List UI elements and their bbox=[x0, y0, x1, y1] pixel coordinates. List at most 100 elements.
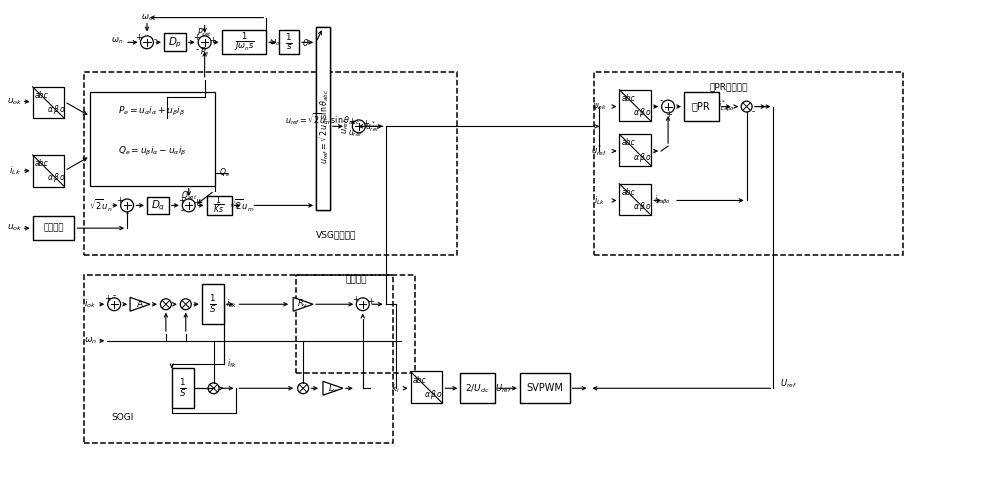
Text: $Q_{set}$: $Q_{set}$ bbox=[181, 189, 197, 202]
Text: +: + bbox=[352, 295, 359, 304]
Text: +: + bbox=[193, 198, 200, 207]
FancyBboxPatch shape bbox=[90, 92, 215, 186]
Text: -: - bbox=[125, 209, 129, 218]
Text: $i_{ek}$: $i_{ek}$ bbox=[226, 298, 237, 311]
Text: $\theta$: $\theta$ bbox=[302, 37, 310, 48]
Text: $P_e$: $P_e$ bbox=[200, 46, 209, 59]
Text: $\frac{1}{Ks}$: $\frac{1}{Ks}$ bbox=[213, 195, 225, 216]
FancyBboxPatch shape bbox=[33, 216, 74, 240]
Text: $i^*_{La\beta o}$: $i^*_{La\beta o}$ bbox=[718, 99, 735, 114]
Text: -: - bbox=[659, 96, 663, 105]
FancyBboxPatch shape bbox=[684, 92, 719, 121]
Text: +: + bbox=[209, 36, 216, 45]
Text: $D_p$: $D_p$ bbox=[168, 35, 182, 49]
Text: +: + bbox=[136, 33, 142, 42]
Text: $\alpha\,\beta\,o$: $\alpha\,\beta\,o$ bbox=[633, 200, 652, 213]
Text: $\alpha\,\beta\,o$: $\alpha\,\beta\,o$ bbox=[424, 388, 443, 401]
Text: abc: abc bbox=[35, 91, 48, 100]
FancyBboxPatch shape bbox=[619, 184, 651, 216]
Text: $U_{ref}$: $U_{ref}$ bbox=[495, 382, 511, 395]
FancyBboxPatch shape bbox=[172, 369, 194, 408]
Text: $2/U_{dc}$: $2/U_{dc}$ bbox=[465, 382, 490, 395]
Text: -: - bbox=[195, 45, 198, 54]
Text: $i_{ok}$: $i_{ok}$ bbox=[84, 298, 96, 311]
Text: $L_v$: $L_v$ bbox=[328, 382, 338, 395]
Text: $D_q$: $D_q$ bbox=[151, 198, 165, 213]
Text: 幅值计算: 幅值计算 bbox=[43, 224, 64, 233]
Text: abc: abc bbox=[621, 188, 635, 197]
Text: -: - bbox=[153, 35, 156, 44]
FancyBboxPatch shape bbox=[619, 134, 651, 166]
Text: +: + bbox=[178, 196, 185, 205]
Text: $u^*_{ref}$: $u^*_{ref}$ bbox=[591, 144, 608, 158]
FancyBboxPatch shape bbox=[316, 27, 330, 210]
Text: $U_{ref}$: $U_{ref}$ bbox=[780, 377, 797, 390]
Text: $\omega_n$: $\omega_n$ bbox=[84, 336, 97, 346]
Text: +: + bbox=[193, 33, 200, 42]
Text: +: + bbox=[348, 117, 355, 126]
Text: $\frac{1}{S}$: $\frac{1}{S}$ bbox=[209, 293, 216, 315]
Text: abc: abc bbox=[413, 375, 426, 384]
FancyBboxPatch shape bbox=[33, 155, 64, 187]
Text: 虚拟阻抗: 虚拟阻抗 bbox=[345, 275, 367, 284]
FancyBboxPatch shape bbox=[279, 30, 299, 54]
FancyBboxPatch shape bbox=[411, 372, 442, 403]
Text: +: + bbox=[666, 110, 672, 119]
Text: $u_{ref}=\sqrt{2}u_m\sin\theta_{abc}$: $u_{ref}=\sqrt{2}u_m\sin\theta_{abc}$ bbox=[315, 89, 331, 164]
Text: $i_{La\beta o}$: $i_{La\beta o}$ bbox=[654, 194, 671, 207]
Text: 准PR: 准PR bbox=[692, 102, 711, 111]
Text: abc: abc bbox=[621, 138, 635, 147]
Text: $\psi_{ok}$: $\psi_{ok}$ bbox=[592, 101, 607, 112]
Text: $\omega_o$: $\omega_o$ bbox=[269, 37, 280, 48]
Text: $\omega_o$: $\omega_o$ bbox=[141, 12, 153, 23]
Text: $u_{ok}$: $u_{ok}$ bbox=[7, 223, 22, 233]
FancyBboxPatch shape bbox=[619, 90, 651, 121]
Polygon shape bbox=[130, 297, 150, 311]
Text: -: - bbox=[180, 206, 183, 215]
Text: $\alpha\,\beta\,o$: $\alpha\,\beta\,o$ bbox=[633, 151, 652, 164]
Text: +: + bbox=[104, 294, 111, 303]
Text: $i_{Lk}$: $i_{Lk}$ bbox=[9, 165, 21, 177]
Text: $P_{set}$: $P_{set}$ bbox=[197, 26, 212, 39]
FancyBboxPatch shape bbox=[147, 196, 169, 214]
Text: $\sqrt{2}u_n$: $\sqrt{2}u_n$ bbox=[89, 197, 112, 214]
Text: $u_{ref}=\sqrt{2}u_m\sin\theta_{abc}$: $u_{ref}=\sqrt{2}u_m\sin\theta_{abc}$ bbox=[285, 111, 361, 127]
FancyBboxPatch shape bbox=[164, 34, 186, 51]
Text: VSG控制算法: VSG控制算法 bbox=[316, 230, 356, 240]
Text: $u_{ok}$: $u_{ok}$ bbox=[7, 96, 22, 107]
Text: +: + bbox=[367, 297, 374, 306]
Text: A: A bbox=[137, 300, 143, 309]
Text: $u_{ref}$: $u_{ref}$ bbox=[348, 129, 363, 140]
Text: $u_{ref}$: $u_{ref}$ bbox=[341, 118, 351, 134]
Text: 准PR双环控制: 准PR双环控制 bbox=[709, 82, 748, 91]
Text: SOGI: SOGI bbox=[111, 413, 133, 422]
Text: SVPWM: SVPWM bbox=[526, 383, 563, 393]
FancyBboxPatch shape bbox=[222, 30, 266, 54]
Text: $k_i$: $k_i$ bbox=[391, 382, 400, 395]
Text: $Q_e=u_\beta i_\alpha-u_\alpha i_\beta$: $Q_e=u_\beta i_\alpha-u_\alpha i_\beta$ bbox=[118, 144, 186, 157]
Text: -: - bbox=[752, 107, 755, 116]
Text: abc: abc bbox=[621, 94, 635, 103]
Text: $\alpha\,\beta\,o$: $\alpha\,\beta\,o$ bbox=[47, 171, 65, 184]
FancyBboxPatch shape bbox=[207, 195, 232, 216]
Text: $\frac{1}{S}$: $\frac{1}{S}$ bbox=[179, 377, 187, 399]
Text: -: - bbox=[113, 291, 116, 300]
FancyBboxPatch shape bbox=[33, 87, 64, 119]
Polygon shape bbox=[293, 297, 313, 311]
Text: $R_v$: $R_v$ bbox=[297, 298, 309, 311]
Text: $\frac{1}{s}$: $\frac{1}{s}$ bbox=[285, 32, 293, 53]
Text: $\omega_n$: $\omega_n$ bbox=[111, 35, 123, 46]
FancyBboxPatch shape bbox=[316, 27, 330, 210]
Text: $Q_e$: $Q_e$ bbox=[219, 167, 230, 179]
Polygon shape bbox=[323, 381, 343, 395]
Text: +: + bbox=[116, 196, 123, 205]
FancyBboxPatch shape bbox=[460, 373, 495, 403]
Text: $i_{fk}$: $i_{fk}$ bbox=[227, 357, 236, 370]
Text: $\frac{1}{J\omega_n s}$: $\frac{1}{J\omega_n s}$ bbox=[234, 31, 254, 54]
Text: +: + bbox=[362, 119, 369, 128]
Text: $\alpha\,\beta\,o$: $\alpha\,\beta\,o$ bbox=[633, 106, 652, 119]
Text: $u^*_{ref}$: $u^*_{ref}$ bbox=[365, 119, 380, 134]
Text: $i_{Lk}$: $i_{Lk}$ bbox=[594, 194, 605, 207]
Text: $\alpha\,\beta\,o$: $\alpha\,\beta\,o$ bbox=[47, 103, 65, 116]
FancyBboxPatch shape bbox=[520, 373, 570, 403]
